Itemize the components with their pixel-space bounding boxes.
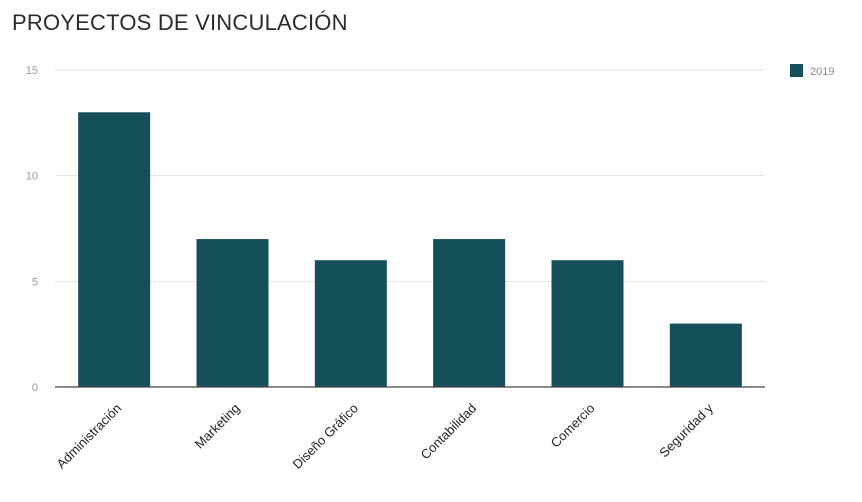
y-tick-label: 0 [32,382,38,394]
y-tick-label: 10 [26,171,38,183]
y-tick-label: 5 [32,276,38,288]
bar [433,239,506,387]
bars [78,112,742,388]
x-category-label: Diseño Gráfico [290,401,361,472]
x-category-label: Seguridad y [656,400,716,460]
y-tick-label: 15 [26,65,38,77]
bar [669,323,742,387]
x-axis-labels: Administración Marketing Diseño Gráfico Con… [53,400,716,472]
x-category-label: Contabilidad [418,401,480,463]
bar [78,112,151,388]
legend-swatch [790,64,803,77]
x-category-label: Comercio [548,401,598,451]
legend: 2019 [790,64,834,78]
gridlines [55,69,765,282]
chart-title: PROYECTOS DE VINCULACIÓN [12,10,348,35]
y-axis-ticks: 0 5 10 15 [26,65,38,394]
bar [196,239,269,387]
x-category-label: Marketing [192,401,243,452]
legend-label: 2019 [810,66,834,78]
x-category-label: Administración [53,401,124,472]
bar [314,260,387,387]
bar [551,260,624,387]
